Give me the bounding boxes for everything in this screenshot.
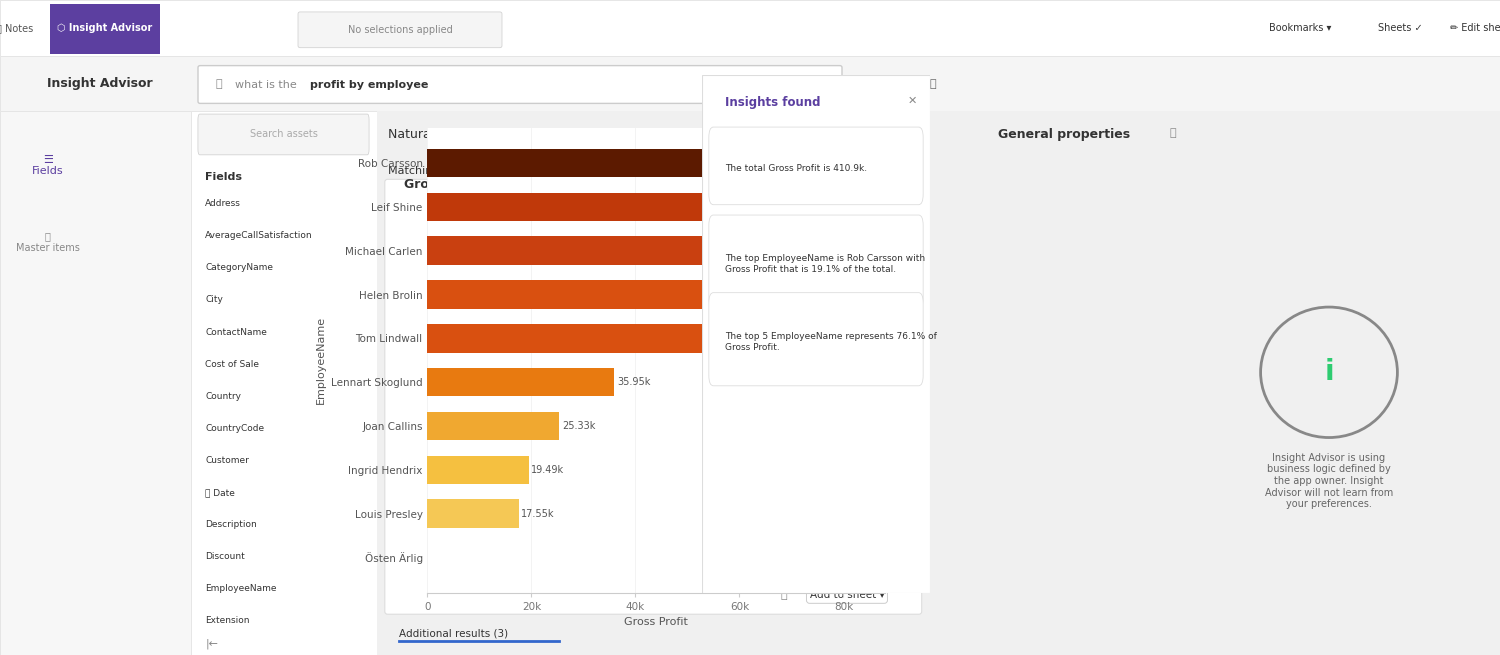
FancyBboxPatch shape bbox=[710, 215, 922, 309]
Text: ☰
Fields: ☰ Fields bbox=[32, 155, 63, 176]
Bar bbox=[427, 499, 519, 528]
Text: profit by employee: profit by employee bbox=[310, 79, 429, 90]
Text: ContactName: ContactName bbox=[206, 328, 267, 337]
Text: Address: Address bbox=[206, 199, 242, 208]
FancyBboxPatch shape bbox=[786, 115, 920, 152]
Bar bbox=[847, 177, 897, 188]
Text: ✕: ✕ bbox=[908, 96, 916, 106]
FancyBboxPatch shape bbox=[50, 4, 160, 54]
Bar bbox=[427, 149, 836, 178]
Text: ⓘ: ⓘ bbox=[930, 79, 936, 90]
Text: Ranking: Ranking bbox=[663, 182, 699, 191]
FancyBboxPatch shape bbox=[0, 111, 190, 655]
Text: 78.54k: 78.54k bbox=[839, 158, 872, 168]
Bar bbox=[427, 412, 560, 440]
Text: The total Gross Profit is 410.9k.: The total Gross Profit is 410.9k. bbox=[724, 164, 867, 173]
Text: |←: |← bbox=[206, 639, 219, 649]
Text: Customer: Customer bbox=[206, 456, 249, 465]
X-axis label: Gross Profit: Gross Profit bbox=[624, 618, 688, 627]
Text: Extension: Extension bbox=[206, 616, 251, 626]
FancyBboxPatch shape bbox=[198, 114, 369, 155]
Bar bbox=[427, 324, 708, 352]
Text: Cost of Sale: Cost of Sale bbox=[206, 360, 260, 369]
Text: 19.49k: 19.49k bbox=[531, 465, 564, 475]
Bar bbox=[847, 271, 861, 282]
Text: CountryCode: CountryCode bbox=[206, 424, 264, 433]
FancyBboxPatch shape bbox=[710, 127, 922, 204]
Text: Description: Description bbox=[206, 520, 257, 529]
Text: 17.55k: 17.55k bbox=[522, 508, 555, 519]
Text: 54.25k: 54.25k bbox=[712, 290, 746, 299]
Text: Insight Advisor is using
business logic defined by
the app owner. Insight
Adviso: Insight Advisor is using business logic … bbox=[1264, 453, 1394, 509]
FancyBboxPatch shape bbox=[639, 176, 723, 197]
FancyBboxPatch shape bbox=[386, 179, 921, 614]
Bar bbox=[847, 217, 889, 228]
FancyBboxPatch shape bbox=[710, 293, 922, 386]
Bar bbox=[847, 191, 894, 201]
Text: No selections applied: No selections applied bbox=[348, 25, 453, 35]
Text: ⬡ Insight Advisor: ⬡ Insight Advisor bbox=[57, 23, 153, 33]
Bar bbox=[427, 280, 710, 309]
Text: 🔗
Master items: 🔗 Master items bbox=[15, 231, 80, 253]
Bar bbox=[847, 257, 862, 268]
Text: 54.08k: 54.08k bbox=[711, 333, 744, 343]
FancyBboxPatch shape bbox=[198, 66, 842, 103]
FancyBboxPatch shape bbox=[0, 0, 1500, 56]
Text: i: i bbox=[1324, 358, 1334, 386]
Text: Add to sheet ▾: Add to sheet ▾ bbox=[810, 590, 885, 600]
Bar bbox=[847, 204, 889, 215]
Text: Cancel: Cancel bbox=[834, 129, 872, 139]
Text: Discount: Discount bbox=[206, 552, 245, 561]
Text: Sheets ✓: Sheets ✓ bbox=[1377, 23, 1422, 33]
FancyBboxPatch shape bbox=[702, 75, 930, 593]
Bar bbox=[427, 455, 530, 484]
Text: EmployeeName: EmployeeName bbox=[206, 584, 278, 593]
FancyBboxPatch shape bbox=[190, 111, 376, 655]
Text: 🎤: 🎤 bbox=[880, 79, 886, 90]
Text: 📝 Notes: 📝 Notes bbox=[0, 23, 33, 33]
Text: 64.39k: 64.39k bbox=[765, 202, 798, 212]
Y-axis label: EmployeeName: EmployeeName bbox=[315, 316, 326, 404]
Text: 25.33k: 25.33k bbox=[562, 421, 596, 431]
Text: Insight Advisor: Insight Advisor bbox=[46, 77, 153, 90]
FancyBboxPatch shape bbox=[298, 12, 502, 48]
FancyBboxPatch shape bbox=[0, 56, 1500, 111]
Text: what is the: what is the bbox=[236, 79, 300, 90]
Text: →: → bbox=[855, 79, 864, 90]
Bar bbox=[427, 193, 762, 221]
Text: ⓘ: ⓘ bbox=[1170, 128, 1176, 138]
Text: Additional results (3): Additional results (3) bbox=[399, 628, 508, 638]
Bar bbox=[847, 164, 908, 174]
Text: Country: Country bbox=[206, 392, 242, 401]
Text: The top 5 EmployeeName represents 76.1% of
Gross Profit.: The top 5 EmployeeName represents 76.1% … bbox=[724, 332, 936, 352]
Bar bbox=[427, 368, 615, 396]
Text: en ∨: en ∨ bbox=[900, 79, 922, 90]
Text: 61.3k: 61.3k bbox=[748, 246, 776, 255]
Text: City: City bbox=[206, 295, 224, 305]
Text: CategoryName: CategoryName bbox=[206, 263, 273, 272]
Text: The top EmployeeName is Rob Carsson with
Gross Profit that is 19.1% of the total: The top EmployeeName is Rob Carsson with… bbox=[724, 255, 926, 274]
Text: Matching result: Matching result bbox=[387, 166, 474, 176]
Text: Fields: Fields bbox=[206, 172, 243, 181]
Text: General properties: General properties bbox=[999, 128, 1131, 141]
Text: Bookmarks ▾: Bookmarks ▾ bbox=[1269, 23, 1330, 33]
Text: 📅 Date: 📅 Date bbox=[206, 488, 236, 497]
Text: ✏ Edit sheet: ✏ Edit sheet bbox=[1449, 23, 1500, 33]
Text: Search assets: Search assets bbox=[249, 129, 318, 139]
Text: 🔗: 🔗 bbox=[780, 590, 788, 600]
Text: AverageCallSatisfaction: AverageCallSatisfaction bbox=[206, 231, 314, 240]
Text: Insights found: Insights found bbox=[724, 96, 821, 109]
Text: Gross Profit by EmployeeName: Gross Profit by EmployeeName bbox=[404, 178, 621, 191]
Text: Natural language question: Natural language question bbox=[387, 128, 555, 141]
Text: ✕: ✕ bbox=[830, 78, 840, 91]
Bar bbox=[427, 236, 746, 265]
Text: 🔍: 🔍 bbox=[214, 79, 222, 90]
Bar bbox=[847, 244, 867, 255]
Bar bbox=[847, 231, 874, 241]
Text: 35.95k: 35.95k bbox=[616, 377, 651, 387]
